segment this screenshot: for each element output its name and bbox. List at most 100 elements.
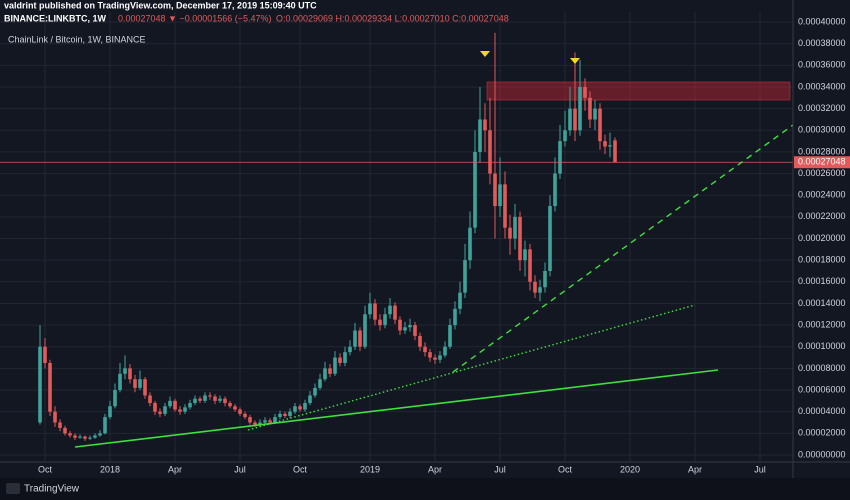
candle-body	[488, 130, 492, 174]
chart-title: ChainLink / Bitcoin, 1W, BINANCE	[8, 34, 146, 44]
candle-body	[268, 420, 272, 423]
y-tick-label: 0.00018000	[798, 255, 846, 265]
candle-body	[58, 422, 62, 428]
candle-body	[458, 292, 462, 309]
change: 0.00027048 ▼ −0.00001566 (−5.47%)	[118, 13, 272, 23]
candle-body	[108, 406, 112, 418]
candle-body	[53, 411, 57, 423]
candle-body	[473, 151, 477, 228]
y-tick-label: 0.00026000	[798, 168, 846, 178]
candle-body	[98, 433, 102, 436]
candle-body	[288, 411, 292, 417]
y-tick-label: 0.00028000	[798, 146, 846, 156]
brand: TradingView	[24, 484, 80, 495]
candle-body	[593, 108, 597, 120]
candle-body	[213, 396, 217, 401]
candle-body	[523, 249, 527, 261]
candle-body	[153, 403, 157, 412]
candle-body	[543, 270, 547, 288]
y-tick-label: 0.00024000	[798, 190, 846, 200]
x-tick-label: Jul	[234, 464, 246, 474]
candle-body	[583, 87, 587, 98]
candle-body	[283, 413, 287, 417]
x-tick-label: 2019	[360, 464, 380, 474]
candle-body	[573, 108, 577, 131]
candle-body	[568, 108, 572, 131]
candle-body	[308, 395, 312, 404]
candle-body	[243, 413, 247, 418]
candle-body	[228, 403, 232, 407]
candle-body	[218, 398, 222, 401]
candle-body	[418, 335, 422, 347]
candle-body	[83, 436, 87, 439]
candle-body	[328, 368, 332, 374]
candle-body	[408, 325, 412, 328]
y-tick-label: 0.00030000	[798, 125, 846, 135]
candle-body	[173, 400, 177, 410]
candle-body	[393, 305, 397, 320]
candle-body	[198, 398, 202, 401]
candle-body	[378, 319, 382, 326]
candle-body	[203, 395, 207, 401]
candle-body	[143, 379, 147, 396]
y-tick-label: 0.00010000	[798, 341, 846, 351]
candle-body	[413, 325, 417, 336]
y-tick-label: 0.00000000	[798, 449, 846, 459]
candle-body	[518, 216, 522, 261]
candle-body	[128, 368, 132, 380]
trendline-solid	[74, 369, 719, 448]
candle-body	[63, 427, 67, 434]
candle-body	[338, 357, 342, 363]
y-tick-label: 0.00020000	[798, 233, 846, 243]
candle-body	[238, 409, 242, 414]
candle-body	[513, 216, 517, 239]
x-tick-label: Apr	[168, 464, 182, 474]
candle-body	[498, 184, 502, 207]
ohlc: O:0.00029069 H:0.00029334 L:0.00027010 C…	[276, 13, 509, 23]
y-tick-label: 0.00040000	[798, 16, 846, 26]
candle-body	[273, 417, 277, 423]
trendline-dotted	[247, 304, 696, 431]
candle-body	[423, 346, 427, 353]
y-tick-label: 0.00008000	[798, 363, 846, 373]
candle-body	[263, 420, 267, 423]
y-tick-label: 0.00004000	[798, 406, 846, 416]
x-tick-label: Apr	[428, 464, 442, 474]
candle-body	[403, 327, 407, 331]
candle-body	[438, 355, 442, 360]
candle-body	[463, 260, 467, 293]
y-tick-label: 0.00036000	[798, 60, 846, 70]
candle-body	[223, 398, 227, 404]
candle-body	[578, 87, 582, 131]
candle-body	[78, 436, 82, 438]
candle-body	[358, 330, 362, 347]
symbol: BINANCE:LINKBTC, 1W	[4, 13, 106, 23]
candle-body	[613, 140, 617, 163]
candle-body	[293, 406, 297, 412]
candle-body	[398, 319, 402, 331]
candle-body	[103, 417, 107, 434]
y-tick-label: 0.00022000	[798, 211, 846, 221]
candle-body	[368, 303, 372, 315]
candle-body	[598, 108, 602, 142]
x-tick-label: Jul	[494, 464, 506, 474]
y-tick-label: 0.00032000	[798, 103, 846, 113]
candle-body	[608, 145, 612, 147]
candle-body	[603, 141, 607, 147]
marker	[480, 51, 490, 57]
candle-body	[588, 97, 592, 120]
candle-body	[193, 398, 197, 404]
candle-body	[538, 287, 542, 293]
candle-body	[88, 437, 92, 439]
candle-body	[48, 362, 52, 412]
x-tick-label: Oct	[558, 464, 573, 474]
candle-body	[313, 387, 317, 396]
candle-body	[528, 249, 532, 282]
candle-body	[298, 406, 302, 410]
axes: 0.00000000 0.00002000 0.00004000 0.00006000…	[38, 16, 850, 474]
candle-body	[468, 227, 472, 261]
candle-body	[163, 406, 167, 414]
